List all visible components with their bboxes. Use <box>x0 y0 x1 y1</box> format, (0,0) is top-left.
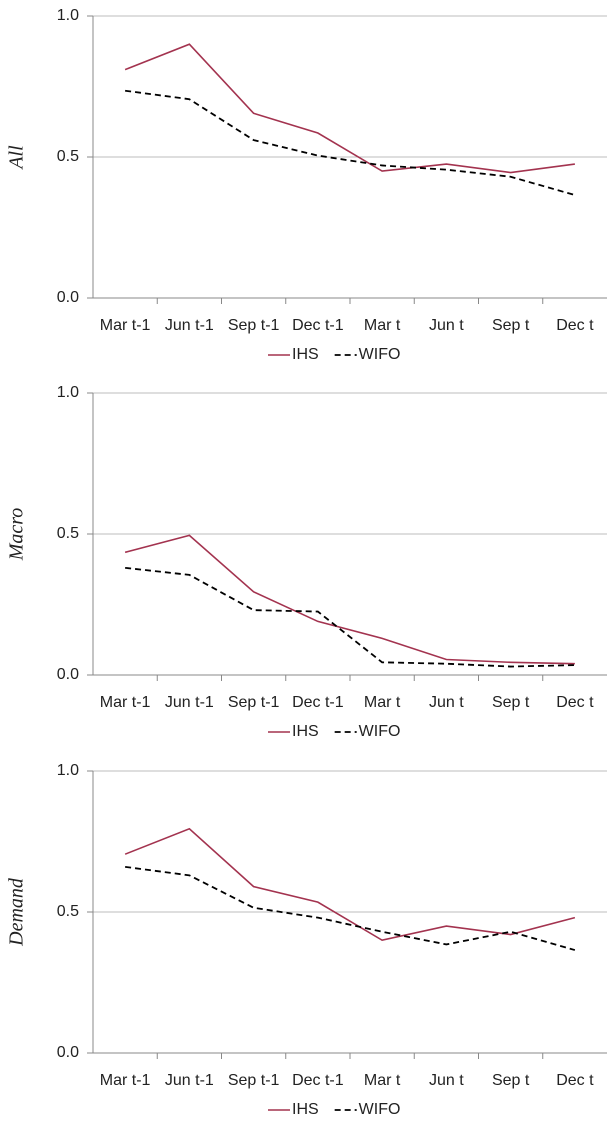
y-tick-label: 1.0 <box>57 7 79 24</box>
y-tick-label: 1.0 <box>57 384 79 401</box>
y-tick-label: 0.0 <box>57 666 79 683</box>
legend-label: WIFO <box>359 346 401 363</box>
y-tick-label: 0.0 <box>57 1044 79 1061</box>
line-series <box>125 865 576 951</box>
x-tick-label: Jun t-1 <box>165 1072 214 1089</box>
legend-label: IHS <box>292 346 319 363</box>
x-tick-label: Jun t <box>429 317 464 334</box>
line-series <box>125 566 575 668</box>
x-tick-label: Mar t-1 <box>100 1072 151 1089</box>
y-tick-label: 0.5 <box>57 148 79 165</box>
x-tick-label: Sep t-1 <box>228 317 280 334</box>
y-tick-label: 0.5 <box>57 525 79 542</box>
x-tick-label: Sep t <box>492 1072 530 1089</box>
x-tick-label: Mar t-1 <box>100 317 151 334</box>
x-tick-label: Mar t <box>364 694 401 711</box>
x-tick-label: Sep t-1 <box>228 694 280 711</box>
x-tick-label: Dec t-1 <box>292 317 344 334</box>
y-tick-label: 1.0 <box>57 762 79 779</box>
line-series <box>124 827 576 942</box>
x-tick-label: Dec t <box>556 1072 594 1089</box>
legend-label: WIFO <box>359 1101 401 1118</box>
line-series <box>124 43 575 174</box>
y-tick-label: 0.5 <box>57 903 79 920</box>
x-tick-label: Dec t <box>556 694 594 711</box>
x-tick-label: Sep t-1 <box>228 1072 280 1089</box>
x-tick-label: Dec t-1 <box>292 1072 344 1089</box>
line-series <box>124 534 575 665</box>
x-tick-label: Mar t <box>364 317 401 334</box>
x-tick-label: Sep t <box>492 694 530 711</box>
x-tick-label: Jun t <box>429 694 464 711</box>
x-tick-label: Jun t <box>429 1072 464 1089</box>
y-tick-label: 0.0 <box>57 289 79 306</box>
x-tick-label: Jun t-1 <box>165 317 214 334</box>
x-tick-label: Jun t-1 <box>165 694 214 711</box>
legend-label: IHS <box>292 1101 319 1118</box>
x-tick-label: Dec t <box>556 317 594 334</box>
x-tick-label: Sep t <box>492 317 530 334</box>
y-axis-label: Macro <box>6 508 28 562</box>
line-series <box>125 89 576 196</box>
y-axis-label: Demand <box>6 877 28 947</box>
x-tick-label: Dec t-1 <box>292 694 344 711</box>
x-tick-label: Mar t-1 <box>100 694 151 711</box>
legend-label: IHS <box>292 723 319 740</box>
x-tick-label: Mar t <box>364 1072 401 1089</box>
y-axis-label: All <box>6 145 28 171</box>
legend-label: WIFO <box>359 723 401 740</box>
